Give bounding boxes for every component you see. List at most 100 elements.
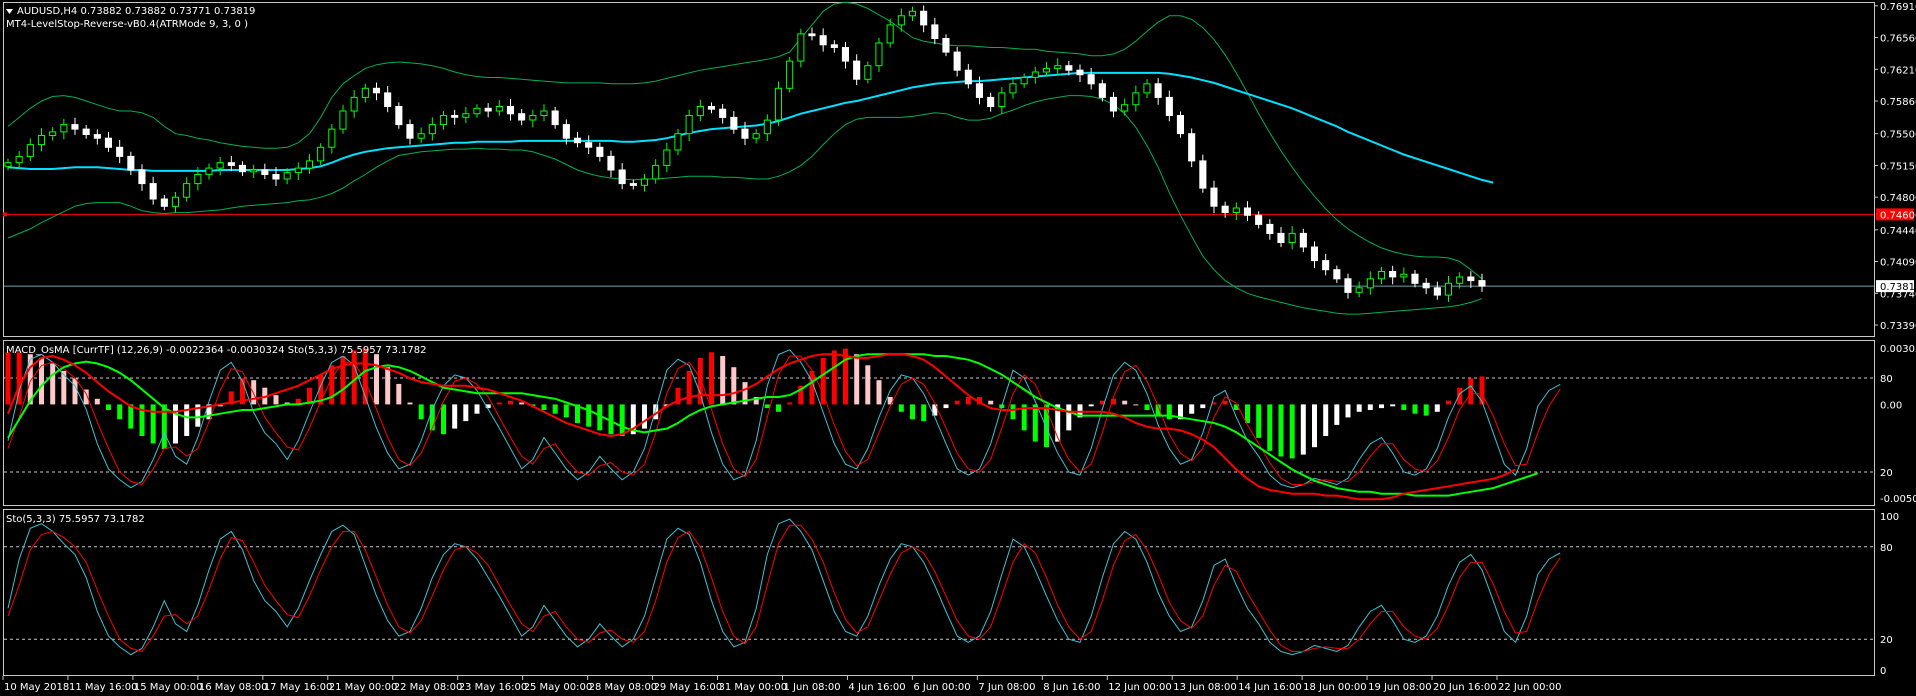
bull-candle bbox=[1444, 282, 1453, 296]
osma-histogram-bar bbox=[1401, 404, 1407, 410]
bear-candle bbox=[127, 155, 135, 171]
bear-candle bbox=[1433, 287, 1441, 296]
bear-candle bbox=[964, 69, 972, 85]
bear-candle bbox=[1243, 207, 1252, 216]
osma-histogram-bar bbox=[675, 387, 681, 405]
macd-tick-label: 0.00 bbox=[1880, 400, 1902, 411]
osma-histogram-bar bbox=[776, 404, 781, 412]
time-tick-label: 21 May 00:00 bbox=[329, 682, 398, 693]
bear-candle bbox=[384, 92, 392, 108]
bear-candle bbox=[607, 155, 615, 171]
stochastic-panel-title: Sto(5,3,3) 75.5957 73.1782 bbox=[6, 514, 145, 525]
stochastic-panel[interactable] bbox=[3, 509, 1875, 676]
bull-candle bbox=[1143, 83, 1151, 94]
bull-candle bbox=[774, 87, 783, 121]
osma-histogram-bar bbox=[552, 404, 558, 414]
bull-candle bbox=[205, 167, 213, 175]
macd-signal-line bbox=[7, 353, 1516, 501]
bull-candle bbox=[171, 196, 179, 207]
bull-candle bbox=[1009, 83, 1017, 94]
bear-candle bbox=[1478, 280, 1486, 287]
osma-histogram-bar bbox=[485, 404, 491, 409]
osma-histogram-bar bbox=[1133, 404, 1139, 406]
bear-candle bbox=[104, 137, 113, 148]
osma-histogram-bar bbox=[876, 380, 882, 405]
bear-candle bbox=[116, 146, 124, 157]
osma-histogram-bar bbox=[508, 400, 513, 405]
bull-candle bbox=[194, 174, 202, 185]
osma-histogram-bar bbox=[1099, 400, 1105, 405]
bull-candle bbox=[350, 96, 358, 112]
osma-histogram-bar bbox=[161, 404, 167, 450]
osma-histogram-bar bbox=[1032, 404, 1038, 442]
triangle-down-icon[interactable] bbox=[6, 9, 13, 14]
osma-histogram-bar bbox=[94, 398, 100, 405]
osma-histogram-bar bbox=[1111, 398, 1116, 405]
osma-histogram-bar bbox=[374, 354, 379, 405]
bull-candle bbox=[1020, 77, 1028, 85]
stoch-signal-line bbox=[7, 524, 1561, 653]
bull-candle bbox=[763, 119, 771, 135]
osma-histogram-bar bbox=[1289, 404, 1295, 459]
osma-histogram-bar bbox=[1144, 404, 1150, 410]
bear-candle bbox=[1467, 276, 1475, 282]
time-tick-label: 23 May 16:00 bbox=[459, 682, 528, 693]
bear-candle bbox=[506, 106, 514, 115]
osma-histogram-bar bbox=[865, 365, 871, 405]
osma-histogram-bar bbox=[1256, 404, 1262, 438]
macd-osma-panel[interactable] bbox=[3, 340, 1875, 506]
bull-candle bbox=[60, 124, 68, 133]
osma-histogram-bar bbox=[128, 404, 134, 429]
osma-histogram-bar bbox=[1379, 404, 1384, 409]
osma-histogram-bar bbox=[184, 404, 190, 436]
osma-histogram-bar bbox=[831, 350, 837, 405]
bull-candle bbox=[428, 124, 436, 135]
osma-histogram-bar bbox=[452, 404, 458, 429]
bull-candle bbox=[1121, 104, 1129, 112]
osma-histogram-bar bbox=[150, 404, 156, 444]
bull-candle bbox=[864, 65, 872, 80]
osma-histogram-bar bbox=[1010, 404, 1016, 420]
osma-histogram-bar bbox=[117, 404, 123, 420]
stoch-tick-label: 100 bbox=[1880, 512, 1899, 523]
bear-candle bbox=[562, 124, 570, 139]
osma-histogram-bar bbox=[195, 404, 201, 427]
macd-tick-label: 80 bbox=[1880, 374, 1893, 385]
bear-candle bbox=[841, 47, 850, 62]
osma-histogram-bar bbox=[720, 356, 726, 405]
osma-histogram-bar bbox=[597, 404, 603, 431]
bear-candle bbox=[395, 106, 403, 126]
osma-histogram-bar bbox=[1323, 404, 1329, 436]
osma-histogram-bar bbox=[463, 404, 469, 422]
time-tick-label: 22 May 08:00 bbox=[394, 682, 463, 693]
bull-candle bbox=[495, 106, 503, 112]
osma-histogram-bar bbox=[798, 385, 804, 405]
bollinger-lower-line bbox=[7, 95, 1483, 315]
main-price-panel[interactable] bbox=[3, 2, 1875, 337]
bollinger-upper-line bbox=[7, 1, 1483, 280]
bull-candle bbox=[439, 115, 447, 126]
osma-histogram-bar bbox=[39, 357, 44, 405]
bear-candle bbox=[920, 10, 928, 26]
osma-histogram-bar bbox=[1055, 404, 1061, 442]
bull-candle bbox=[305, 160, 313, 169]
osma-histogram-bar bbox=[742, 382, 748, 405]
osma-histogram-bar bbox=[206, 404, 212, 420]
osma-histogram-bar bbox=[1189, 404, 1195, 414]
osma-histogram-bar bbox=[653, 404, 659, 420]
osma-histogram-bar bbox=[318, 374, 324, 405]
stoch-tick-label: 0 bbox=[1880, 666, 1886, 677]
bull-candle bbox=[473, 107, 481, 115]
osma-histogram-bar bbox=[1088, 404, 1094, 407]
bull-candle bbox=[652, 164, 660, 180]
current-price-badge bbox=[1876, 280, 1914, 293]
osma-histogram-bar bbox=[351, 350, 357, 405]
bear-candle bbox=[629, 183, 637, 186]
bull-candle bbox=[1456, 276, 1464, 284]
time-tick-label: 11 May 16:00 bbox=[69, 682, 138, 693]
osma-histogram-bar bbox=[1245, 404, 1250, 423]
bear-candle bbox=[975, 83, 984, 98]
osma-histogram-bar bbox=[809, 370, 815, 405]
